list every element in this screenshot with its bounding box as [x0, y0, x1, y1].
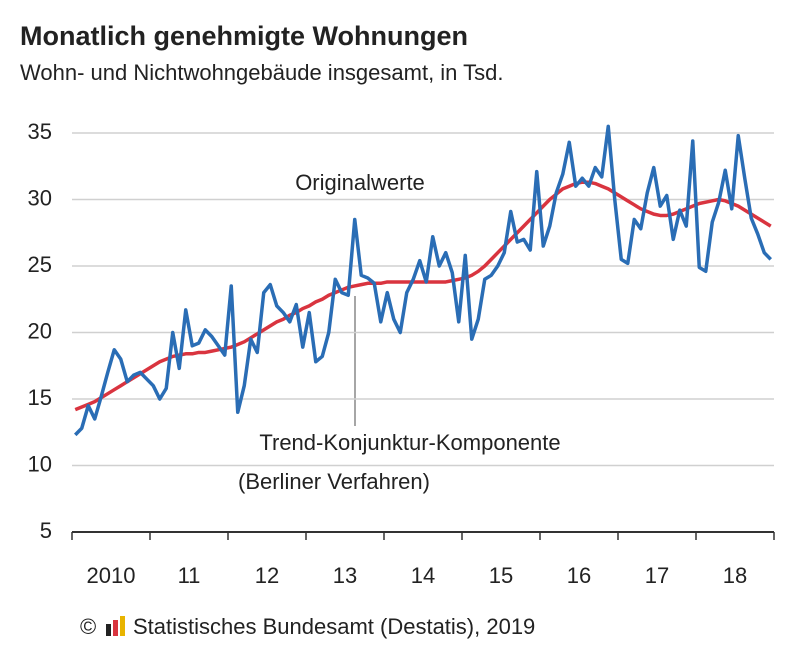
chart-title: Monatlich genehmigte Wohnungen: [20, 21, 468, 51]
plot-area: 5 10 15 20 25 30 35 2010 11 12 13 14 15 16 17 18: [28, 119, 775, 588]
y-tick-label: 30: [28, 185, 52, 210]
y-tick-label: 25: [28, 252, 52, 277]
source: Statistisches Bundesamt (Destatis), 2019: [133, 614, 535, 639]
y-tick-label: 5: [40, 518, 52, 543]
y-tick-label: 35: [28, 119, 52, 144]
annotation: Originalwerte: [295, 170, 425, 195]
annotation: Trend-Konjunktur-Komponente: [259, 430, 560, 455]
x-tick-label: 16: [567, 563, 591, 588]
copyright: ©: [80, 614, 96, 639]
x-tick-label: 18: [723, 563, 747, 588]
line-series: [74, 180, 772, 412]
x-tick-label: 2010: [87, 563, 136, 588]
x-tick-label: 15: [489, 563, 513, 588]
y-tick-label: 20: [28, 318, 52, 343]
logo: [106, 616, 125, 636]
line-series: [73, 124, 773, 437]
x-tick-label: 14: [411, 563, 435, 588]
annotation: (Berliner Verfahren): [238, 469, 430, 494]
x-tick-label: 12: [255, 563, 279, 588]
y-tick-label: 10: [28, 451, 52, 476]
x-tick-label: 17: [645, 563, 669, 588]
x-tick-label: 11: [178, 563, 201, 588]
y-tick-label: 15: [28, 385, 52, 410]
chart-subtitle: Wohn- und Nichtwohngebäude insgesamt, in…: [20, 60, 503, 85]
x-tick-label: 13: [333, 563, 357, 588]
